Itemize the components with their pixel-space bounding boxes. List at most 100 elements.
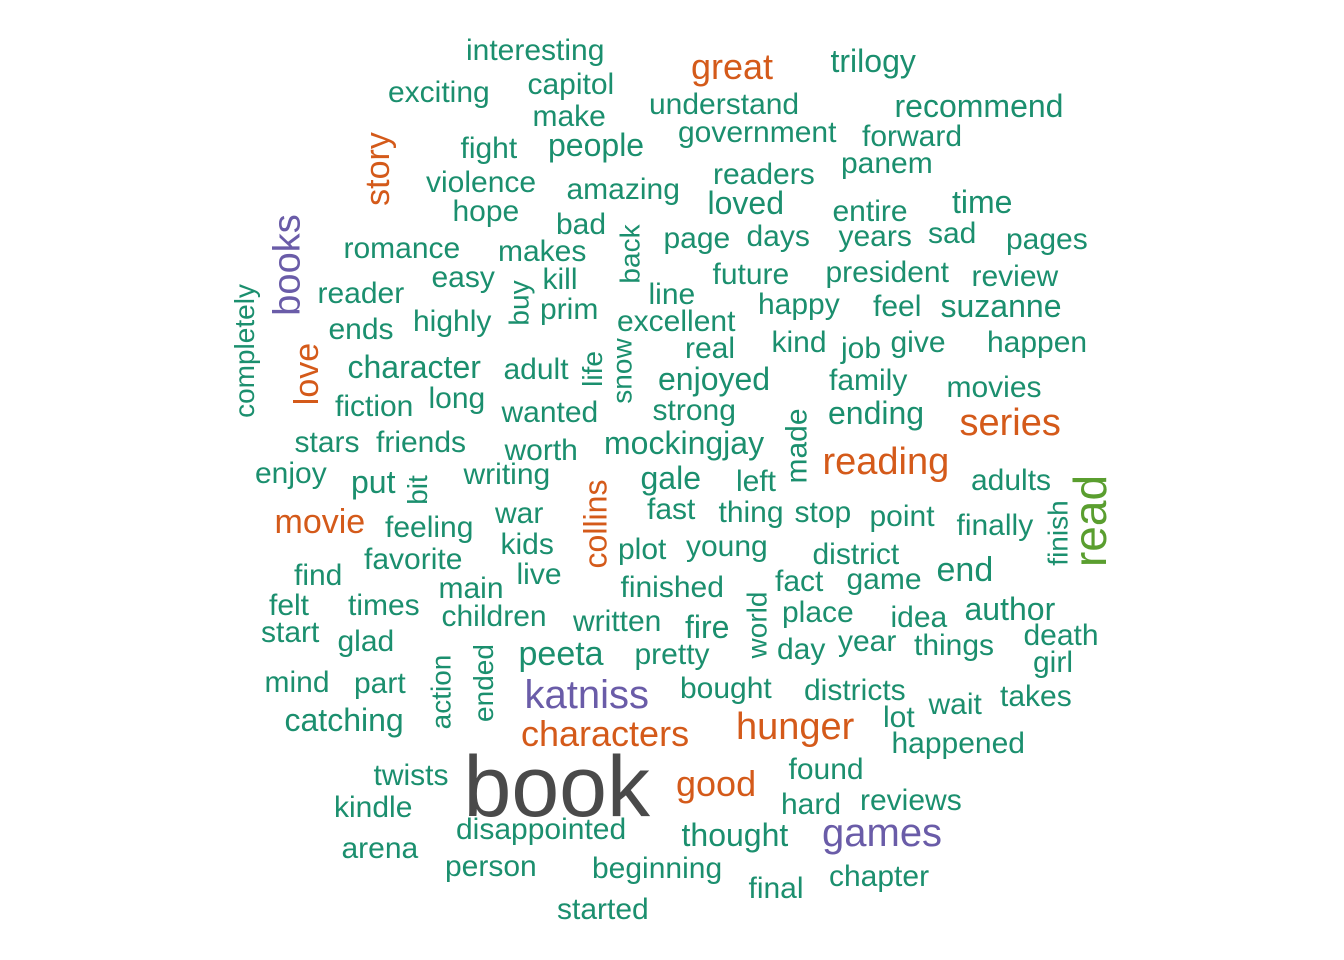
cloud-word-feel: feel	[873, 290, 922, 323]
cloud-word-day: day	[777, 633, 826, 666]
cloud-word-writing: writing	[463, 458, 551, 491]
cloud-word-highly: highly	[413, 305, 492, 338]
cloud-word-job: job	[841, 332, 882, 365]
cloud-word-gale: gale	[640, 460, 702, 496]
cloud-word-story: story	[358, 132, 397, 206]
cloud-word-friends: friends	[376, 426, 467, 459]
cloud-word-ended: ended	[467, 644, 499, 722]
cloud-word-games: games	[822, 811, 943, 855]
cloud-word-read: read	[1064, 474, 1117, 568]
cloud-word-war: war	[495, 497, 544, 530]
cloud-word-president: president	[825, 256, 949, 289]
cloud-word-readers: readers	[713, 158, 815, 191]
cloud-word-real: real	[685, 332, 736, 365]
cloud-word-series: series	[959, 402, 1061, 444]
cloud-word-author: author	[964, 591, 1056, 627]
cloud-word-plot: plot	[618, 533, 667, 566]
cloud-word-happy: happy	[758, 288, 840, 321]
cloud-word-year: year	[838, 625, 897, 658]
cloud-word-easy: easy	[431, 261, 495, 294]
cloud-word-enjoyed: enjoyed	[658, 361, 771, 397]
cloud-word-lot: lot	[883, 701, 915, 734]
cloud-word-finish: finish	[1042, 500, 1074, 566]
cloud-word-life: life	[576, 351, 608, 387]
cloud-word-recommend: recommend	[894, 88, 1064, 124]
cloud-word-back: back	[614, 224, 646, 284]
cloud-word-reading: reading	[822, 441, 950, 483]
cloud-word-person: person	[445, 850, 537, 883]
cloud-word-main: main	[438, 572, 504, 605]
cloud-word-made: made	[780, 408, 814, 484]
cloud-word-good: good	[676, 763, 757, 804]
cloud-word-death: death	[1023, 619, 1099, 652]
cloud-word-future: future	[712, 258, 790, 291]
cloud-word-wanted: wanted	[501, 396, 599, 429]
cloud-word-review: review	[971, 260, 1059, 293]
cloud-word-fight: fight	[460, 132, 518, 165]
cloud-word-capitol: capitol	[527, 68, 615, 101]
cloud-word-live: live	[516, 558, 562, 591]
cloud-word-thing: thing	[718, 496, 784, 529]
cloud-word-great: great	[691, 46, 774, 87]
cloud-word-favorite: favorite	[364, 543, 463, 576]
cloud-word-mockingjay: mockingjay	[604, 425, 765, 461]
cloud-word-fire: fire	[685, 609, 730, 645]
cloud-word-finished: finished	[620, 571, 724, 604]
cloud-word-pages: pages	[1006, 223, 1088, 256]
cloud-word-adults: adults	[971, 464, 1052, 497]
cloud-word-kids: kids	[500, 528, 554, 561]
cloud-word-love: love	[288, 342, 327, 406]
cloud-word-stop: stop	[794, 496, 852, 529]
cloud-word-catching: catching	[284, 702, 404, 738]
cloud-word-districts: districts	[804, 674, 906, 707]
cloud-word-make: make	[532, 100, 606, 133]
cloud-word-glad: glad	[337, 625, 395, 658]
cloud-word-family: family	[829, 364, 908, 397]
cloud-word-happen: happen	[987, 326, 1088, 359]
cloud-word-game: game	[846, 563, 922, 596]
cloud-word-reader: reader	[317, 277, 405, 310]
cloud-word-loved: loved	[707, 185, 785, 221]
cloud-word-collins: collins	[576, 479, 613, 569]
cloud-word-completely: completely	[228, 284, 260, 418]
cloud-word-things: things	[914, 629, 995, 662]
cloud-word-pretty: pretty	[634, 638, 710, 671]
cloud-word-adult: adult	[503, 353, 569, 386]
cloud-word-chapter: chapter	[829, 860, 930, 893]
cloud-word-snow: snow	[606, 338, 638, 404]
cloud-word-twists: twists	[373, 759, 449, 792]
cloud-word-line: line	[648, 278, 696, 311]
cloud-word-wait: wait	[928, 688, 982, 721]
cloud-word-hard: hard	[781, 788, 842, 821]
cloud-word-idea: idea	[890, 601, 948, 634]
cloud-word-left: left	[736, 465, 777, 498]
cloud-word-hunger: hunger	[736, 706, 855, 748]
cloud-word-arena: arena	[341, 832, 419, 865]
cloud-word-times: times	[348, 589, 420, 622]
cloud-word-disappointed: disappointed	[456, 813, 627, 846]
cloud-word-young: young	[686, 530, 768, 563]
cloud-word-found: found	[788, 753, 864, 786]
cloud-word-sad: sad	[928, 217, 977, 250]
cloud-word-fiction: fiction	[335, 390, 414, 423]
cloud-word-stars: stars	[294, 426, 360, 459]
cloud-word-understand: understand	[649, 88, 800, 121]
cloud-word-takes: takes	[1000, 680, 1072, 713]
cloud-word-panem: panem	[841, 147, 933, 180]
cloud-word-years: years	[838, 220, 912, 253]
cloud-word-characters: characters	[521, 713, 690, 754]
cloud-word-started: started	[557, 893, 649, 926]
cloud-word-bit: bit	[401, 475, 433, 505]
cloud-word-ending: ending	[828, 395, 925, 431]
cloud-word-enjoy: enjoy	[255, 457, 327, 490]
cloud-word-trilogy: trilogy	[830, 43, 916, 79]
cloud-word-finally: finally	[956, 509, 1034, 542]
cloud-word-final: final	[748, 872, 804, 905]
cloud-word-ends: ends	[328, 313, 394, 346]
cloud-word-end: end	[936, 551, 994, 589]
cloud-word-fact: fact	[775, 565, 824, 598]
cloud-word-hope: hope	[452, 195, 520, 228]
cloud-word-children: children	[441, 600, 547, 633]
cloud-word-prim: prim	[540, 293, 599, 326]
